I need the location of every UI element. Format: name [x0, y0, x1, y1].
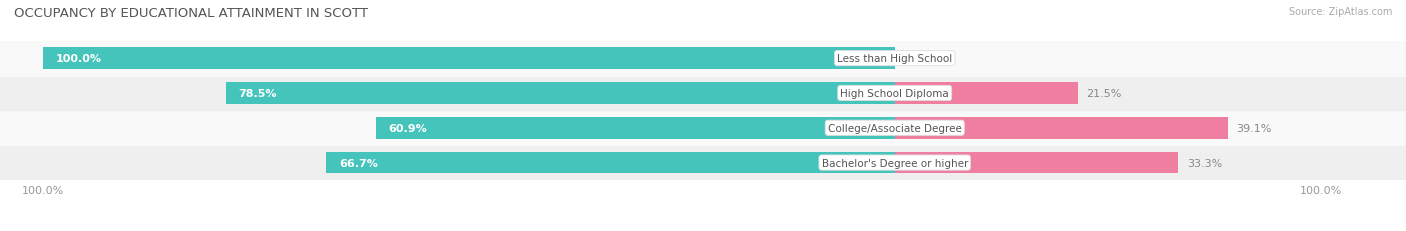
Bar — [326, 152, 894, 174]
Text: Source: ZipAtlas.com: Source: ZipAtlas.com — [1288, 7, 1392, 17]
Text: 60.9%: 60.9% — [388, 123, 427, 133]
Bar — [894, 118, 1227, 139]
Text: 39.1%: 39.1% — [1236, 123, 1272, 133]
Bar — [42, 48, 894, 70]
Bar — [0, 76, 1406, 111]
Text: 78.5%: 78.5% — [239, 88, 277, 99]
Text: 0.0%: 0.0% — [903, 54, 932, 64]
Bar — [0, 111, 1406, 146]
Text: 33.3%: 33.3% — [1187, 158, 1222, 168]
Bar — [894, 152, 1178, 174]
Text: 100.0%: 100.0% — [55, 54, 101, 64]
Bar — [0, 146, 1406, 180]
Text: 21.5%: 21.5% — [1087, 88, 1122, 99]
Bar — [226, 83, 894, 104]
Text: 66.7%: 66.7% — [339, 158, 378, 168]
Bar — [894, 83, 1078, 104]
Bar — [0, 42, 1406, 76]
Text: Less than High School: Less than High School — [837, 54, 952, 64]
Text: High School Diploma: High School Diploma — [841, 88, 949, 99]
Text: Bachelor's Degree or higher: Bachelor's Degree or higher — [821, 158, 967, 168]
Text: College/Associate Degree: College/Associate Degree — [828, 123, 962, 133]
Text: OCCUPANCY BY EDUCATIONAL ATTAINMENT IN SCOTT: OCCUPANCY BY EDUCATIONAL ATTAINMENT IN S… — [14, 7, 368, 20]
Bar — [375, 118, 894, 139]
